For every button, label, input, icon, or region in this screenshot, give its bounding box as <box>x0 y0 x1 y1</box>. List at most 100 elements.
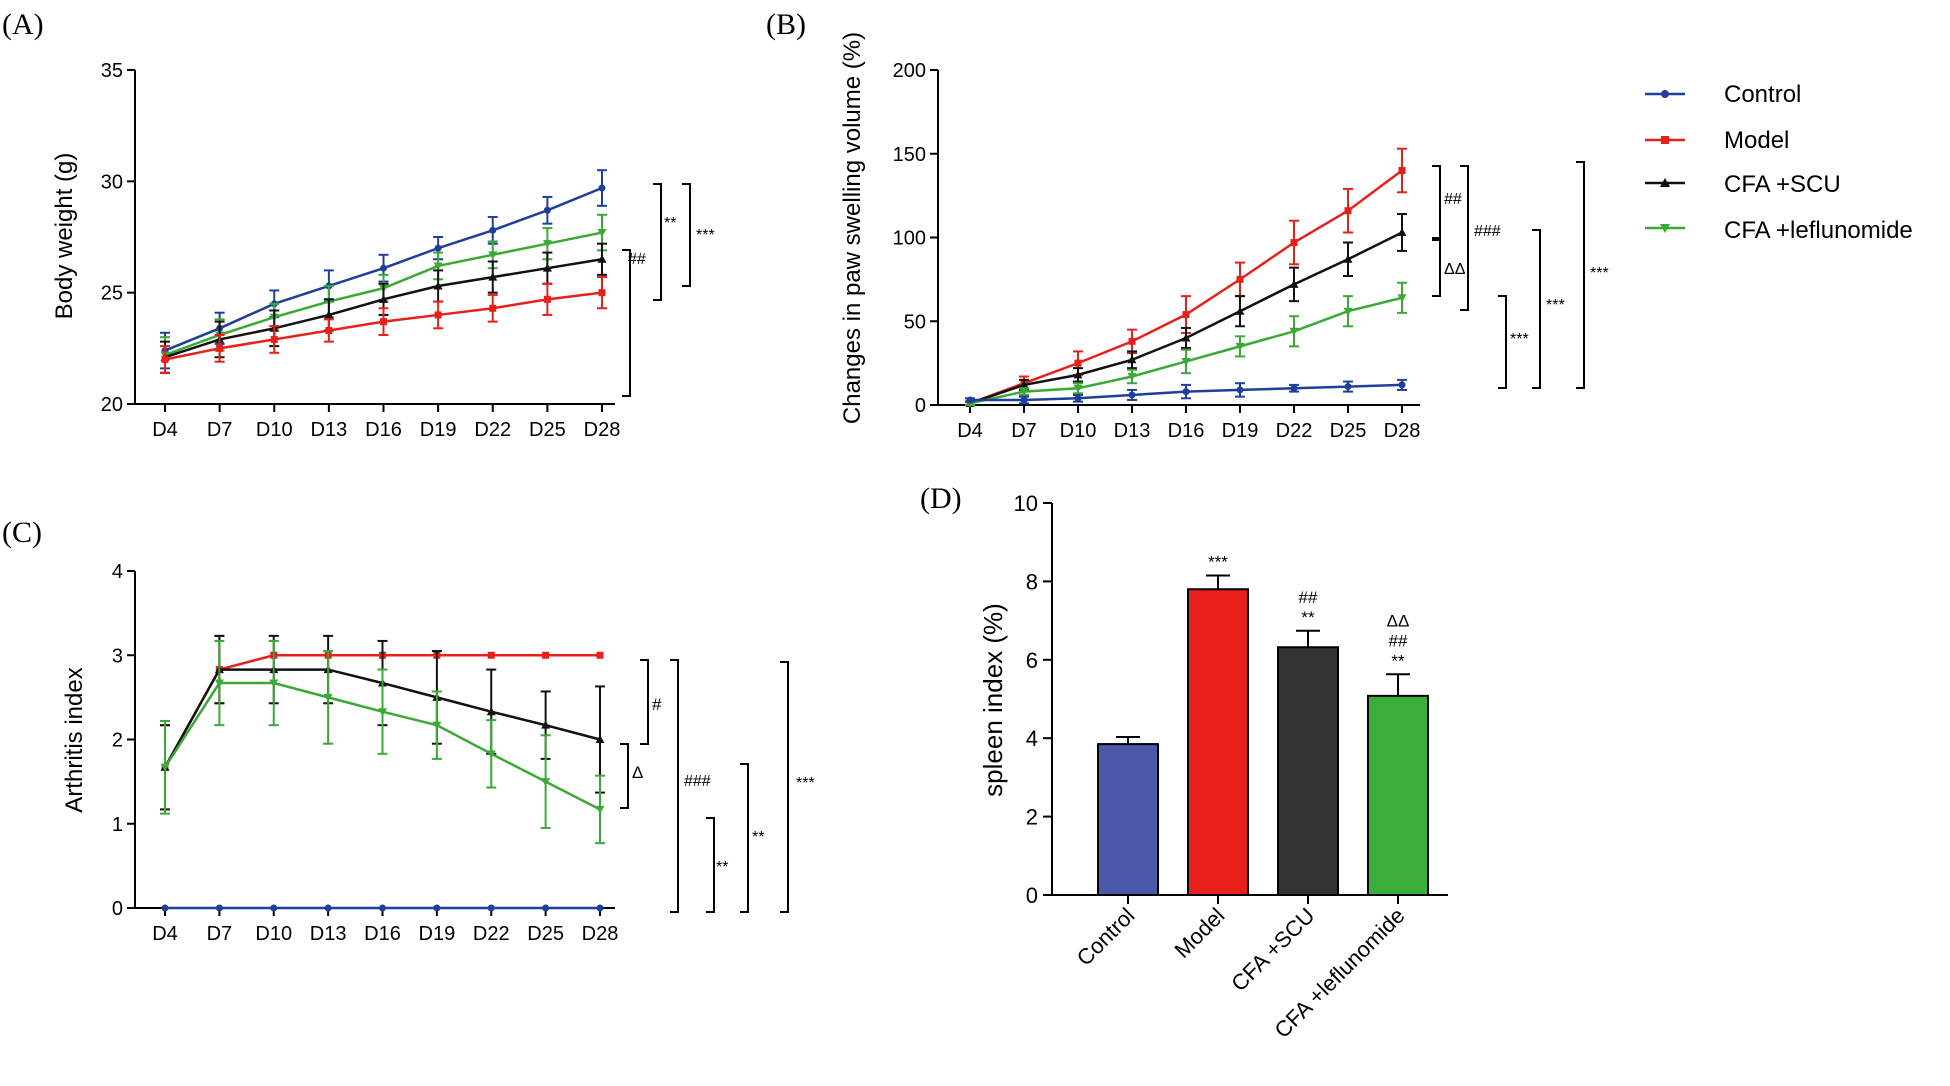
data-point-lef <box>269 679 279 688</box>
x-tick-label: D7 <box>207 923 233 945</box>
data-point-control <box>489 226 497 234</box>
chart-body-weight: 20 25 30 35 D4 D7 D10 D13 D16 D19 D22 D25 D28 <box>101 60 621 441</box>
data-point-scu <box>1019 380 1029 389</box>
data-point-control <box>1128 391 1136 399</box>
data-point-lef <box>214 679 224 688</box>
y-tick-label: 3 <box>112 645 123 667</box>
bar-1 <box>1187 588 1249 896</box>
x-tick-label: D13 <box>310 923 347 945</box>
x-tick-label: D4 <box>152 923 178 945</box>
data-point-scu <box>1127 355 1137 364</box>
y-tick-label: 200 <box>893 60 926 82</box>
data-point-model <box>542 651 550 659</box>
data-point-model <box>1290 239 1298 247</box>
data-point-control <box>270 904 278 912</box>
data-point-model <box>380 318 387 326</box>
data-point-scu <box>488 272 498 281</box>
data-point-control <box>161 904 169 912</box>
annot-b-5: *** <box>1546 297 1565 314</box>
x-tick-label: D25 <box>527 923 564 945</box>
x-tick-label: D28 <box>584 419 621 441</box>
x-tick-label: D10 <box>255 923 292 945</box>
data-point-lef <box>1127 373 1137 382</box>
x-tick-label: D7 <box>207 419 233 441</box>
legend-marker-model <box>1661 136 1669 144</box>
x-tick-label: D25 <box>529 419 566 441</box>
data-point-control <box>1074 394 1082 402</box>
bracket-a-3 <box>622 249 631 397</box>
bracket-c-3 <box>670 659 679 913</box>
data-point-lef <box>1397 294 1407 303</box>
bar-significance-label: ** <box>1391 651 1405 670</box>
data-point-control <box>542 904 550 912</box>
x-tick-label: D28 <box>1384 420 1421 442</box>
x-tick-label: D10 <box>1060 420 1097 442</box>
bracket-c-2 <box>620 743 629 809</box>
annot-b-2: ΔΔ <box>1444 261 1466 278</box>
data-point-model <box>543 295 551 303</box>
series-lef <box>965 281 1407 408</box>
data-point-control <box>1236 386 1244 394</box>
bracket-b-4 <box>1498 295 1507 389</box>
annot-c-5: ** <box>752 829 764 846</box>
data-point-control <box>1398 381 1406 389</box>
data-point-scu <box>1289 279 1299 288</box>
data-point-control <box>215 904 223 912</box>
annot-c-1: # <box>652 695 662 714</box>
data-point-model <box>1074 359 1082 367</box>
ylabel-b: Changes in paw swelling volume (%) <box>839 32 866 424</box>
data-point-model <box>1182 311 1190 319</box>
data-point-control <box>379 904 386 912</box>
data-point-scu <box>1235 306 1245 315</box>
series-lef <box>160 639 605 845</box>
legend-label-lef: CFA +leflunomide <box>1724 217 1913 244</box>
ylabel-a: Body weight (g) <box>51 153 78 320</box>
data-point-model <box>161 355 169 363</box>
bracket-c-5 <box>740 763 749 913</box>
x-tick-label: D16 <box>364 923 401 945</box>
x-tick-label: D22 <box>473 923 510 945</box>
data-point-lef <box>1343 307 1353 316</box>
data-point-control <box>1020 396 1028 404</box>
annot-a-1: ** <box>664 215 676 232</box>
panel-label-c: (C) <box>2 516 42 549</box>
bracket-b-1 <box>1432 165 1441 239</box>
panel-label-a: (A) <box>2 8 44 41</box>
data-point-scu <box>1397 227 1407 236</box>
data-point-scu <box>597 254 607 263</box>
legend-marker-lef <box>1660 224 1670 233</box>
bar-significance-label: *** <box>1208 553 1228 572</box>
bar-3 <box>1367 694 1429 897</box>
data-point-scu <box>433 281 443 290</box>
data-point-lef <box>323 693 333 702</box>
y-tick-label: 35 <box>101 60 123 82</box>
y-tick-label: 150 <box>893 144 926 166</box>
bracket-b-3 <box>1460 165 1469 311</box>
data-point-scu <box>1343 254 1353 263</box>
data-point-control <box>380 264 387 272</box>
y-tick-label: 6 <box>1026 648 1038 673</box>
y-tick-label: 4 <box>112 561 123 583</box>
bracket-c-1 <box>640 659 649 745</box>
bar-significance-label: ** <box>1301 608 1315 627</box>
annot-b-3: ### <box>1474 223 1501 240</box>
x-tick-label: D7 <box>1011 420 1037 442</box>
data-point-control <box>543 206 551 214</box>
bracket-b-2 <box>1432 239 1441 297</box>
x-tick-label: D19 <box>420 419 457 441</box>
x-tick-label: D22 <box>474 419 511 441</box>
x-tick-label: D4 <box>152 419 178 441</box>
y-tick-label: 1 <box>112 814 123 836</box>
annot-c-3: ### <box>684 773 711 790</box>
y-tick-label: 25 <box>101 283 123 305</box>
data-point-model <box>598 289 606 297</box>
x-tick-label: D16 <box>365 419 402 441</box>
legend-label-scu: CFA +SCU <box>1724 171 1841 198</box>
x-tick-label: D10 <box>256 419 293 441</box>
data-point-control <box>324 904 332 912</box>
x-tick-label: D16 <box>1168 420 1205 442</box>
y-tick-label: 8 <box>1026 569 1038 594</box>
data-point-model <box>489 304 497 312</box>
